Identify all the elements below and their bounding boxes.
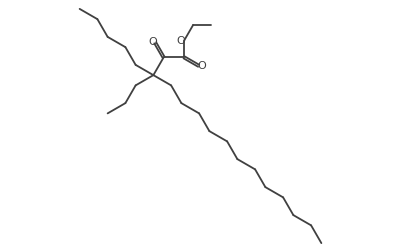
Text: O: O <box>148 37 157 47</box>
Text: O: O <box>177 36 185 46</box>
Text: O: O <box>198 61 207 71</box>
